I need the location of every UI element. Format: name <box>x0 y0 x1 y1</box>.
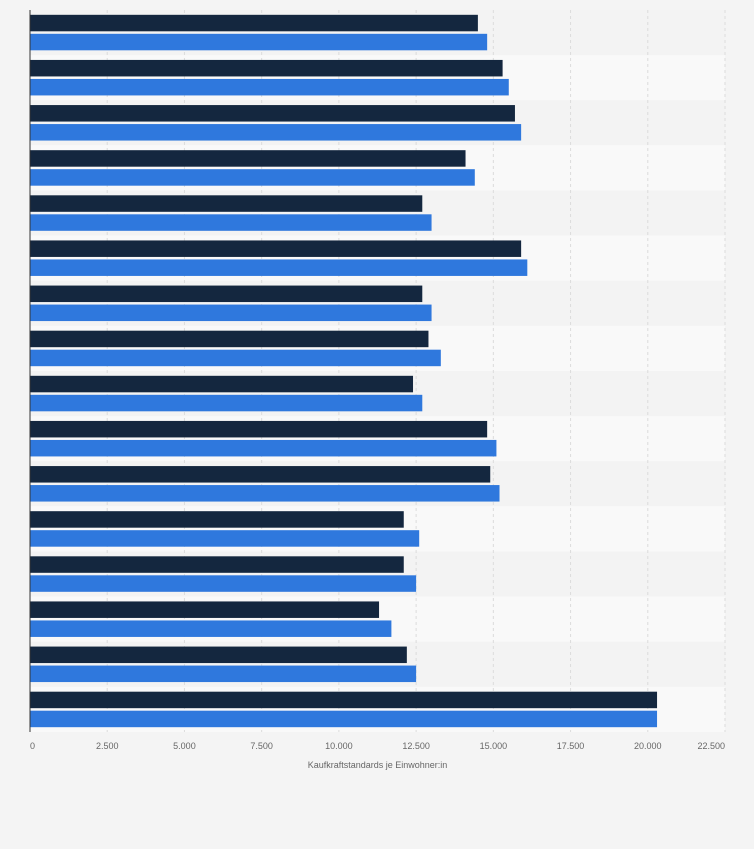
x-tick-label: 12.500 <box>402 741 430 751</box>
bar-series-1-row-3[interactable] <box>30 105 515 122</box>
bar-series-2-row-15[interactable] <box>30 665 417 683</box>
bar-series-1-row-11[interactable] <box>30 466 491 483</box>
bar-series-2-row-12[interactable] <box>30 530 420 547</box>
bar-series-2-row-16[interactable] <box>30 710 658 728</box>
bar-series-1-row-13[interactable] <box>30 556 404 573</box>
bar-series-2-row-6[interactable] <box>30 259 528 276</box>
x-tick-label: 22.500 <box>697 741 725 751</box>
bar-series-1-row-9[interactable] <box>30 375 414 393</box>
bar-series-1-row-12[interactable] <box>30 511 404 528</box>
bar-series-1-row-14[interactable] <box>30 601 380 618</box>
bar-series-1-row-1[interactable] <box>30 14 478 32</box>
bar-series-1-row-7[interactable] <box>30 285 423 303</box>
bar-series-2-row-14[interactable] <box>30 620 392 637</box>
x-tick-label: 17.500 <box>557 741 585 751</box>
bar-series-2-row-5[interactable] <box>30 214 432 231</box>
x-axis-title: Kaufkraftstandards je Einwohner:in <box>308 760 448 770</box>
bar-series-1-row-4[interactable] <box>30 150 466 167</box>
bar-series-2-row-7[interactable] <box>30 304 432 322</box>
x-tick-label: 2.500 <box>96 741 119 751</box>
bar-series-2-row-3[interactable] <box>30 124 522 141</box>
bar-series-1-row-2[interactable] <box>30 59 503 77</box>
bar-series-2-row-4[interactable] <box>30 169 475 186</box>
bar-series-1-row-8[interactable] <box>30 330 429 348</box>
bar-series-1-row-16[interactable] <box>30 691 658 709</box>
x-tick-label: 15.000 <box>480 741 508 751</box>
bar-series-2-row-13[interactable] <box>30 575 417 592</box>
bar-series-1-row-15[interactable] <box>30 646 407 664</box>
bar-series-1-row-10[interactable] <box>30 420 488 438</box>
x-tick-label: 0 <box>30 741 35 751</box>
bar-series-2-row-8[interactable] <box>30 349 441 367</box>
bar-series-2-row-1[interactable] <box>30 33 488 51</box>
x-axis: 0 2.500 5.000 7.500 10.000 12.500 15.000 17.500… <box>29 10 725 751</box>
bar-series-1-row-5[interactable] <box>30 195 423 212</box>
x-tick-label: 5.000 <box>173 741 196 751</box>
x-tick-label: 10.000 <box>325 741 353 751</box>
bars <box>30 14 658 728</box>
bar-series-1-row-6[interactable] <box>30 240 522 257</box>
bar-series-2-row-2[interactable] <box>30 78 509 96</box>
x-tick-label: 20.000 <box>634 741 662 751</box>
bar-series-2-row-10[interactable] <box>30 439 497 457</box>
bar-series-2-row-11[interactable] <box>30 485 500 502</box>
x-tick-label: 7.500 <box>250 741 273 751</box>
bar-series-2-row-9[interactable] <box>30 394 423 412</box>
